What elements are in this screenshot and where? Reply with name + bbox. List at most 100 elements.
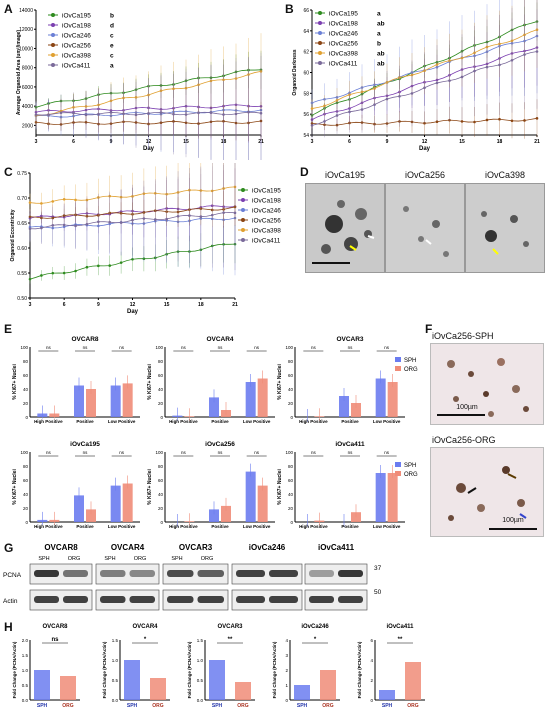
ihc-image-sph: [430, 343, 544, 425]
bar-org: [235, 682, 251, 700]
y-tick-label: 0: [160, 415, 163, 420]
data-point: [423, 121, 426, 125]
legend-marker: [241, 198, 245, 202]
bar-org: [221, 505, 231, 522]
bar-org: [387, 382, 398, 417]
data-point: [97, 264, 100, 268]
blot-band: [129, 596, 155, 603]
data-point: [188, 214, 191, 217]
micro-title-1: iOvCa195: [324, 170, 366, 180]
legend-label-sph: SPH: [404, 358, 416, 364]
x-tick-label: 18: [497, 139, 503, 145]
y-tick-label: 0: [290, 520, 293, 525]
x-tick-label: 21: [534, 139, 540, 145]
x-tick-label: Positive: [76, 524, 94, 529]
data-point: [74, 269, 77, 273]
y-tick-label: 1.5: [22, 653, 29, 658]
data-point: [233, 211, 237, 215]
y-tick-label: 100: [285, 450, 293, 455]
blot-band: [129, 570, 155, 577]
legend-group: a: [377, 11, 381, 18]
data-point: [360, 108, 364, 111]
lane-label-sph: SPH: [38, 556, 49, 562]
legend-group: c: [110, 53, 114, 60]
data-point: [310, 107, 314, 110]
x-tick-label: SPH: [297, 703, 308, 709]
x-tick-label: 9: [97, 302, 100, 308]
x-tick-label: SPH: [37, 703, 48, 709]
y-tick-label: 56: [303, 112, 309, 118]
legend-label-org: ORG: [404, 472, 418, 478]
lane-label-org: ORG: [201, 556, 214, 562]
y-tick-label: 0.70: [17, 196, 27, 202]
data-point: [199, 215, 203, 218]
micro-title-3: iOvCa398: [484, 170, 526, 180]
y-tick-label: 2.0: [22, 638, 29, 643]
sig-label: ns: [181, 450, 187, 455]
y-tick-label: 40: [288, 492, 294, 497]
chart-title: OVCAR8: [42, 624, 68, 630]
y-tick-label: 20: [288, 506, 294, 511]
chart-title: OVCAR3: [217, 624, 243, 630]
data-point: [498, 117, 501, 121]
data-point: [153, 218, 157, 221]
chart-title: iOvCa256: [205, 441, 235, 448]
bar-sph: [209, 509, 219, 522]
panel-label-c: C: [4, 165, 13, 179]
legend-group: a: [110, 63, 114, 70]
legend-marker: [318, 61, 322, 65]
x-tick-label: 9: [386, 139, 389, 145]
legend-marker: [51, 43, 55, 47]
legend-label: iOvCa195: [62, 13, 91, 20]
microscopy-image-3: [465, 183, 545, 273]
x-tick-label: 15: [459, 139, 465, 145]
bar-org: [86, 389, 96, 417]
x-tick-label: 3: [311, 139, 314, 145]
x-tick-label: 6: [72, 139, 75, 145]
legend-label: iOvCa411: [62, 63, 91, 70]
legend-group: ab: [377, 21, 385, 28]
x-tick-label: High Positive: [34, 419, 63, 424]
bar-sph: [74, 495, 84, 522]
data-point: [62, 197, 66, 201]
y-tick-label: 100: [155, 450, 163, 455]
lane-label-org: ORG: [134, 556, 147, 562]
legend-label-sph: SPH: [404, 463, 416, 469]
blot-band: [167, 596, 194, 603]
chart-title: OVCAR4: [206, 336, 233, 343]
x-tick-label: Positive: [211, 524, 229, 529]
y-tick-label: 12000: [19, 27, 33, 33]
data-point: [410, 92, 414, 95]
panel-label-h: H: [4, 620, 13, 634]
y-axis-label: Fold Change (PCNA/Actin): [12, 641, 17, 698]
blot-band: [338, 570, 363, 577]
chart-title: iOvCa411: [335, 441, 365, 448]
legend-label: iOvCa398: [329, 51, 358, 58]
data-point: [498, 63, 501, 67]
y-tick-label: 64: [303, 29, 309, 35]
data-point: [310, 124, 314, 127]
legend-label-org: ORG: [404, 367, 418, 373]
x-tick-label: SPH: [382, 703, 393, 709]
data-point: [473, 120, 476, 124]
y-tick-label: 0: [285, 698, 288, 703]
data-point: [134, 113, 138, 117]
legend-swatch-sph: [395, 357, 401, 362]
data-point: [473, 69, 476, 73]
sig-label: *: [144, 637, 147, 643]
y-tick-label: 100: [20, 450, 28, 455]
y-tick-label: 60: [158, 373, 164, 378]
bar-sph: [209, 397, 219, 417]
x-tick-label: Low Positive: [243, 524, 271, 529]
data-point: [62, 271, 66, 275]
blot-band: [236, 596, 265, 603]
x-tick-label: Positive: [341, 419, 359, 424]
data-point: [47, 113, 50, 116]
y-tick-label: 80: [23, 464, 29, 469]
y-tick-label: 20: [288, 401, 294, 406]
x-tick-label: Positive: [341, 524, 359, 529]
data-point: [210, 213, 214, 217]
sig-label: ns: [83, 450, 89, 455]
blot-cell-line: OVCAR8: [44, 543, 78, 552]
micro-title-2: iOvCa256: [404, 170, 446, 180]
